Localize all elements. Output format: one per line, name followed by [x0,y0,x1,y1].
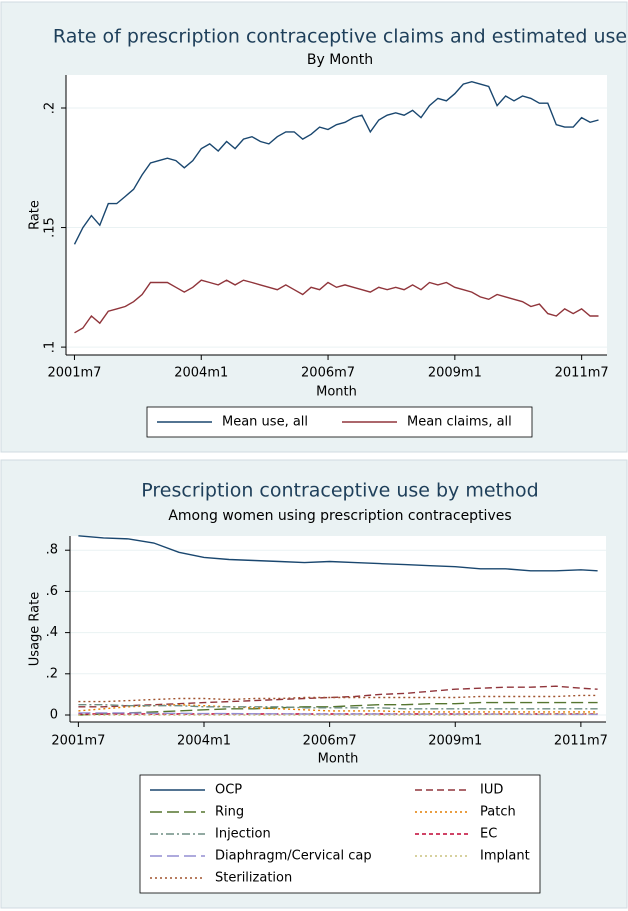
legend-label: EC [480,827,497,842]
legend-label: Injection [215,827,271,842]
y-tick-label: .8 [46,543,58,558]
y-tick-label: .2 [43,102,58,114]
plot-area [66,75,607,355]
legend-label: Mean use, all [222,415,308,430]
x-tick-label: 2006m7 [301,366,355,381]
x-tick-label: 2006m7 [303,734,357,749]
x-axis-title: Month [316,385,357,400]
legend-label: Sterilization [215,871,292,886]
series-line [78,685,598,708]
chart-title: Rate of prescription contraceptive claim… [53,26,627,48]
x-tick-label: 2011m7 [555,366,609,381]
y-tick-label: .4 [46,625,58,640]
legend-label: OCP [215,783,242,798]
series-line [78,704,598,710]
series-line [78,703,598,713]
x-tick-label: 2001m7 [47,366,101,381]
legend-box [139,774,541,894]
series-line [73,80,599,245]
chart-subtitle: Among women using prescription contracep… [168,508,511,524]
y-axis-title: Usage Rate [28,592,43,666]
legend-label: Implant [480,849,530,864]
x-tick-label: 2009m1 [428,366,482,381]
legend-label: Diaphragm/Cervical cap [215,849,372,864]
legend-label: Ring [215,805,244,820]
legend-label: Patch [480,805,516,820]
y-tick-label: .6 [46,584,58,599]
series-line [74,279,599,334]
y-tick-label: 0 [50,707,58,722]
x-tick-label: 2001m7 [51,734,105,749]
x-tick-label: 2009m1 [428,734,482,749]
x-tick-label: 2004m1 [174,366,228,381]
x-axis-title: Month [318,752,359,767]
x-tick-label: 2011m7 [554,734,608,749]
y-tick-label: .15 [43,217,58,238]
series-line [78,712,598,716]
chart-title: Prescription contraceptive use by method [141,480,538,502]
series-line [78,535,598,572]
plot-area [70,536,606,722]
x-tick-label: 2004m1 [177,734,231,749]
chart-subtitle: By Month [307,52,373,68]
series-line [78,701,598,716]
y-axis-title: Rate [28,200,43,230]
y-tick-label: .2 [46,666,58,681]
legend-label: IUD [480,783,503,798]
y-tick-label: .1 [43,341,58,353]
legend-label: Mean claims, all [407,415,512,430]
